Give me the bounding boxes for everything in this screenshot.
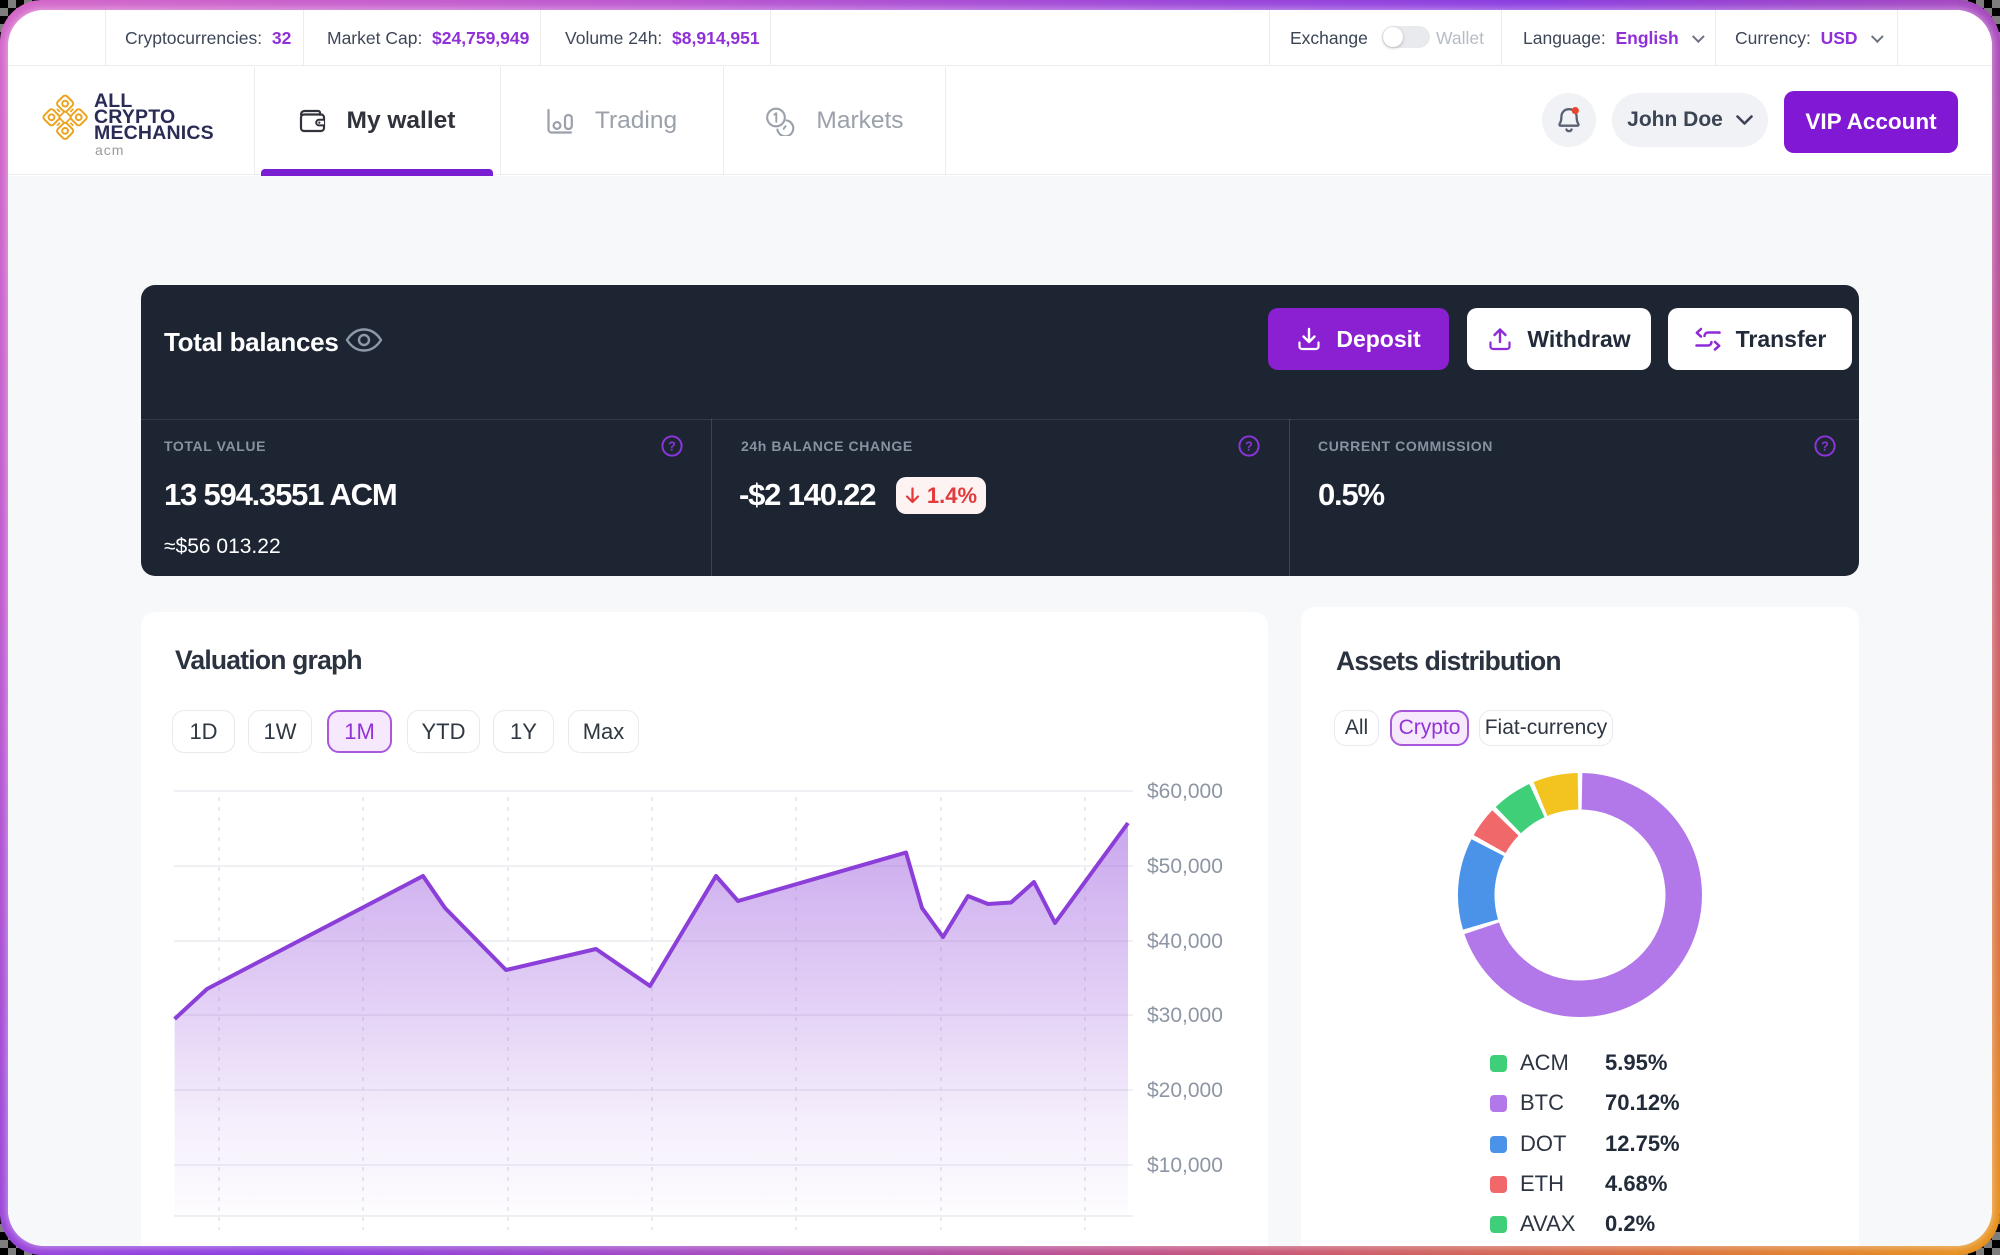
svg-text:$20,000: $20,000 [1147,1079,1223,1102]
svg-text:$40,000: $40,000 [1147,930,1223,953]
svg-text:$30,000: $30,000 [1147,1004,1223,1027]
svg-text:$50,000: $50,000 [1147,855,1223,878]
svg-text:$60,000: $60,000 [1147,780,1223,803]
svg-text:?: ? [1245,439,1253,453]
svg-text:?: ? [1821,439,1829,453]
svg-text:?: ? [668,439,676,453]
svg-text:$10,000: $10,000 [1147,1154,1223,1177]
